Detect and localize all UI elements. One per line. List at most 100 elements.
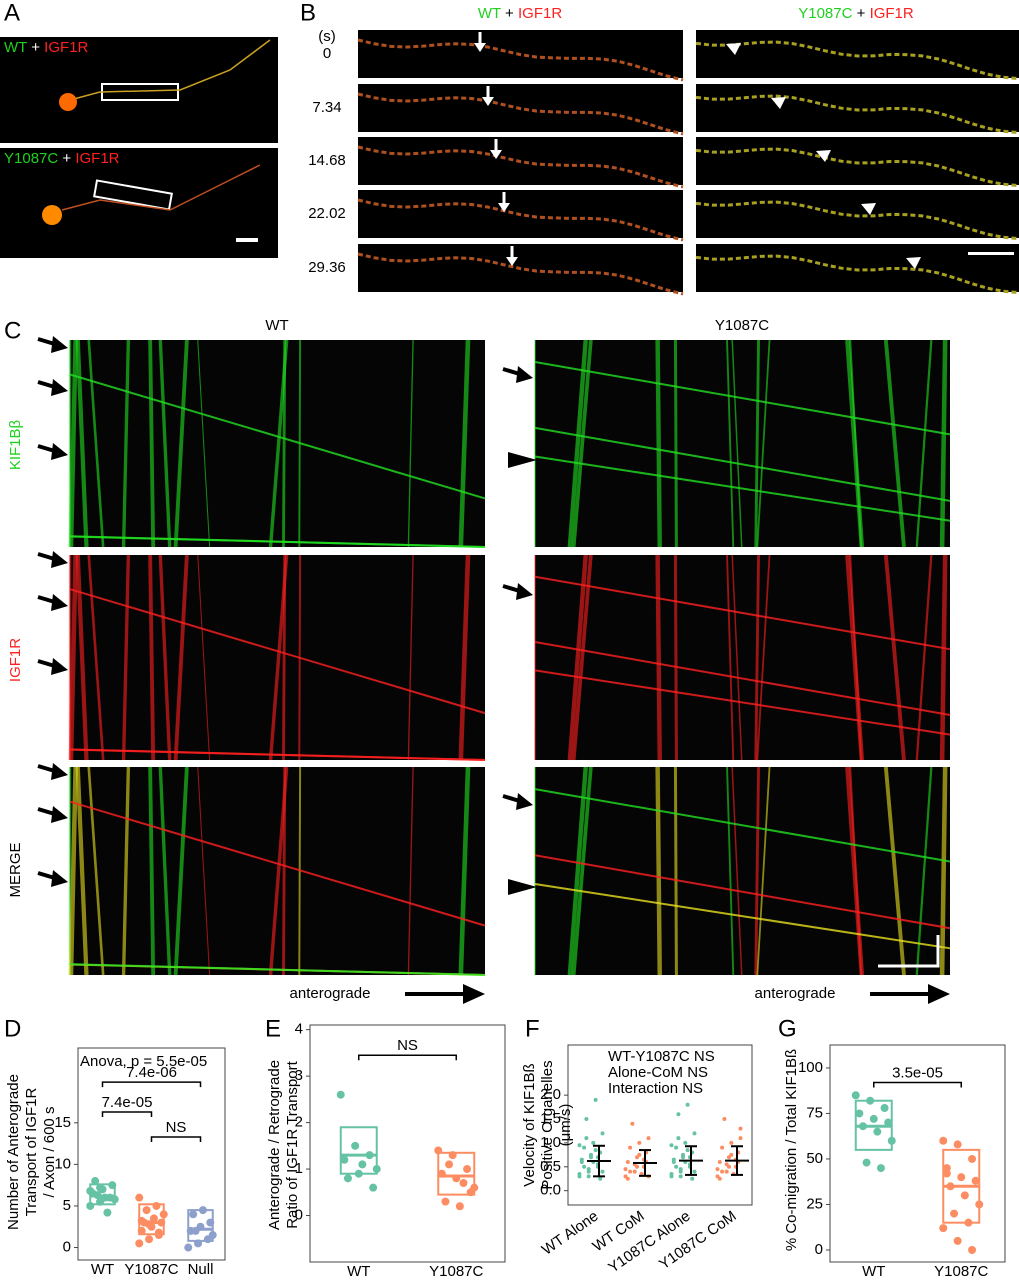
data-point [625, 1160, 630, 1165]
arrowhead [861, 203, 876, 215]
track [567, 766, 588, 976]
track [756, 766, 771, 976]
track [534, 360, 951, 436]
data-point [964, 1218, 973, 1227]
axon [695, 40, 1019, 81]
plus: + [857, 5, 866, 22]
genotype: Y1087C [798, 5, 852, 22]
neurite [61, 164, 261, 211]
track [726, 554, 735, 761]
significance-bracket [101, 1081, 202, 1088]
data-point [149, 1214, 158, 1223]
plus: + [31, 39, 40, 56]
y-tick-label: 5 [63, 1197, 71, 1214]
soma [59, 93, 77, 111]
y-axis-label: Positive Organelles [539, 1060, 556, 1189]
x-tick-label: Null [188, 1261, 214, 1278]
panel-label: E [265, 1015, 281, 1042]
data-point [593, 1148, 598, 1153]
y-tick-label: 3 [295, 1067, 303, 1084]
axis-direction: anterograde [290, 985, 371, 1002]
data-point [953, 1140, 962, 1149]
data-point [184, 1243, 193, 1252]
track [197, 766, 211, 976]
track [673, 554, 678, 761]
x-tick-label: Y1087C [934, 1263, 988, 1280]
track [148, 554, 156, 761]
track [534, 640, 951, 717]
arrowhead [516, 793, 533, 810]
data-point [135, 1193, 144, 1202]
data-point [729, 1140, 734, 1145]
axon [357, 252, 684, 296]
data-point [582, 1145, 587, 1150]
panel-label: D [4, 1015, 21, 1042]
data-point [108, 1181, 117, 1190]
track [458, 339, 471, 548]
data-point [646, 1136, 651, 1141]
track [148, 766, 156, 976]
track [673, 339, 678, 548]
y-tick-label: 0.5 [540, 1158, 561, 1175]
data-point [946, 1182, 955, 1191]
y-axis-label: Anterograde / Retrograde [266, 1060, 283, 1230]
data-point [93, 1191, 102, 1200]
y-axis-label: Transport of IGF1R [23, 1088, 40, 1217]
data-point [137, 1216, 146, 1225]
track [158, 554, 172, 761]
data-point [717, 1160, 722, 1165]
arrowhead [771, 97, 786, 109]
data-point [671, 1157, 676, 1162]
scale-bar [878, 935, 940, 968]
time-label: 29.36 [308, 259, 346, 276]
annotation: Alone-CoM NS [608, 1064, 708, 1081]
track [407, 766, 414, 976]
data-point [340, 1155, 349, 1164]
arrowhead [906, 257, 921, 269]
track [173, 766, 189, 976]
track [121, 554, 131, 761]
axon [357, 92, 684, 136]
panel-label: F [525, 1015, 540, 1042]
y-tick-label: 50 [806, 1150, 823, 1167]
data-point [577, 1171, 582, 1176]
data-point [584, 1136, 589, 1141]
data-point [448, 1151, 457, 1160]
micrograph [696, 30, 1019, 78]
track [849, 339, 863, 548]
track [158, 766, 172, 976]
data-point [876, 1164, 885, 1173]
column-header: WT [265, 317, 288, 334]
data-point [681, 1152, 685, 1157]
y-tick-label: 0 [295, 1206, 303, 1223]
data-point [86, 1186, 95, 1195]
data-point [722, 1117, 727, 1122]
track [655, 766, 662, 976]
track [268, 554, 289, 761]
track [731, 554, 743, 761]
panel-label: B [300, 0, 316, 26]
scale-bar [968, 252, 1014, 255]
track [915, 339, 933, 548]
data-point [191, 1226, 200, 1235]
plot-frame [829, 1044, 1006, 1263]
axon [695, 254, 1019, 295]
data-point [582, 1164, 587, 1169]
track [69, 588, 486, 715]
data-point [445, 1160, 454, 1169]
scale-label: t [926, 945, 931, 962]
track [69, 963, 486, 976]
data-point [692, 1131, 697, 1136]
track [69, 800, 486, 927]
y-axis-label: Number of Anterograde [5, 1074, 22, 1230]
data-point [632, 1169, 637, 1174]
data-point [579, 1157, 584, 1162]
arrowhead [51, 594, 68, 611]
track [121, 766, 131, 976]
data-point [154, 1228, 163, 1237]
track [655, 554, 662, 761]
data-point [950, 1209, 959, 1218]
plus: + [505, 5, 514, 22]
scale-label: l [906, 947, 909, 964]
data-point [942, 1169, 951, 1178]
